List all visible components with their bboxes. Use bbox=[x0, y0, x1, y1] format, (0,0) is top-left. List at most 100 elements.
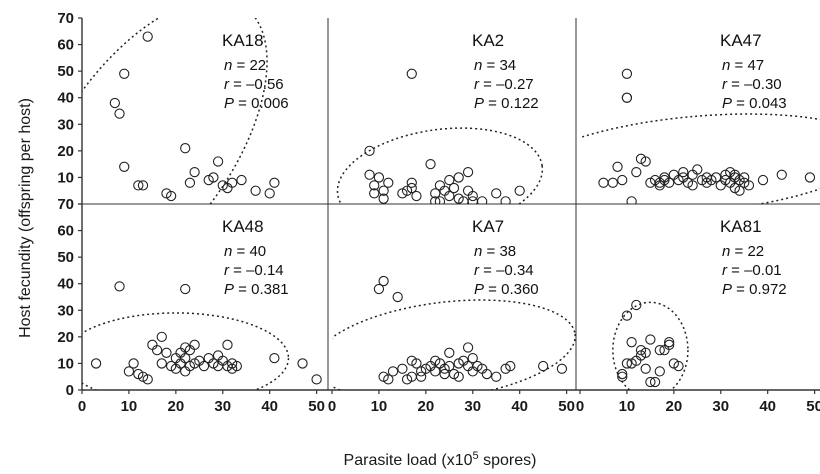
data-point bbox=[406, 68, 417, 79]
data-point bbox=[373, 172, 385, 183]
data-point bbox=[212, 156, 224, 167]
x-axis-title: Parasite load (x105 spores) bbox=[344, 450, 537, 469]
data-point bbox=[411, 358, 422, 369]
data-point bbox=[430, 188, 441, 199]
data-point bbox=[236, 174, 247, 186]
data-point bbox=[416, 371, 427, 382]
data-point bbox=[222, 339, 233, 350]
data-point bbox=[617, 371, 628, 382]
data-point bbox=[505, 360, 516, 372]
y-tick-label: 70 bbox=[57, 196, 74, 213]
data-point bbox=[269, 352, 280, 364]
data-point bbox=[664, 339, 675, 350]
data-point bbox=[467, 352, 478, 364]
data-point bbox=[444, 174, 455, 186]
data-point bbox=[180, 143, 191, 154]
data-point bbox=[621, 358, 633, 369]
data-point bbox=[387, 366, 399, 377]
data-point bbox=[369, 180, 380, 191]
panel-ka2: KA2 n = 34 r = –0.27 P = 0.122 bbox=[336, 31, 544, 204]
data-point bbox=[156, 331, 167, 343]
confidence-ellipse bbox=[332, 299, 576, 390]
data-point bbox=[743, 180, 755, 191]
x-tick-label: 10 bbox=[371, 398, 388, 415]
panel-stat-p: P = 0.381 bbox=[224, 281, 289, 298]
data-point bbox=[406, 177, 417, 188]
y-tick-label: 10 bbox=[57, 169, 74, 186]
panel-ka7: KA7 n = 38 r = –0.34 P = 0.360 bbox=[332, 217, 576, 390]
data-point bbox=[231, 360, 242, 372]
y-tick-label: 30 bbox=[57, 116, 74, 133]
data-point bbox=[538, 360, 549, 372]
data-point bbox=[392, 291, 403, 303]
data-point bbox=[297, 358, 308, 369]
data-point bbox=[373, 283, 385, 295]
data-point bbox=[114, 108, 125, 119]
x-tick-label: 20 bbox=[666, 398, 683, 415]
x-tick-label: 30 bbox=[712, 398, 729, 415]
data-point bbox=[189, 339, 200, 350]
data-point bbox=[500, 196, 511, 204]
data-point bbox=[397, 363, 408, 374]
y-tick-label: 20 bbox=[57, 329, 74, 346]
data-point bbox=[491, 188, 502, 199]
confidence-ellipse bbox=[82, 312, 290, 390]
data-point bbox=[453, 172, 464, 183]
data-point bbox=[617, 174, 628, 186]
data-point bbox=[378, 185, 389, 196]
x-tick-label: 10 bbox=[121, 398, 138, 415]
x-tick-label: 50 bbox=[806, 398, 820, 415]
x-tick-label: 20 bbox=[418, 398, 435, 415]
data-point bbox=[481, 368, 492, 380]
data-point bbox=[109, 97, 120, 109]
confidence-ellipse bbox=[336, 127, 544, 204]
panel-plot-area bbox=[332, 275, 576, 390]
panels-layer: 10 20 30 40 50 60 70 0 10 20 30 40 50 60 70 0 10 20 30 40 50… bbox=[57, 10, 820, 415]
data-point bbox=[477, 196, 488, 204]
panel-label: KA81 bbox=[720, 217, 762, 236]
data-point bbox=[430, 196, 441, 204]
data-point bbox=[411, 190, 422, 202]
y-tick-label: 10 bbox=[57, 355, 74, 372]
panel-stat-n: n = 38 bbox=[474, 243, 516, 260]
data-point bbox=[406, 182, 417, 194]
data-point bbox=[383, 177, 394, 188]
data-point bbox=[151, 344, 163, 356]
data-point bbox=[142, 374, 153, 385]
data-point bbox=[645, 334, 656, 345]
data-point bbox=[640, 363, 651, 374]
data-point bbox=[556, 363, 568, 374]
data-point bbox=[607, 177, 618, 188]
panel-stat-p: P = 0.122 bbox=[474, 95, 539, 112]
panel-stat-n: n = 47 bbox=[722, 57, 764, 74]
panel-stat-r: r = –0.30 bbox=[722, 76, 782, 93]
y-tick-label: 20 bbox=[57, 143, 74, 160]
data-point bbox=[123, 366, 135, 377]
data-point bbox=[734, 185, 745, 196]
x-axis-title-prefix: Parasite load (x10 bbox=[344, 452, 473, 469]
data-point bbox=[444, 347, 455, 358]
panel-ka48: KA48 n = 40 r = –0.14 P = 0.381 bbox=[82, 217, 322, 390]
x-tick-label: 30 bbox=[464, 398, 481, 415]
panel-label: KA2 bbox=[472, 31, 504, 50]
data-point bbox=[269, 177, 280, 188]
data-point bbox=[467, 196, 478, 204]
panel-ka18: KA18 n = 22 r = –0.56 P = 0.006 bbox=[82, 18, 289, 204]
panel-stat-r: r = –0.34 bbox=[474, 262, 534, 279]
data-point bbox=[710, 172, 722, 183]
x-tick-label: 0 bbox=[78, 398, 86, 415]
data-point bbox=[626, 337, 637, 348]
data-point bbox=[161, 347, 172, 358]
data-point bbox=[617, 368, 628, 380]
data-point bbox=[664, 337, 675, 348]
y-tick-label: 40 bbox=[57, 276, 74, 293]
data-point bbox=[467, 190, 478, 202]
y-tick-label: 30 bbox=[57, 302, 74, 319]
data-point bbox=[430, 366, 441, 377]
panel-label: KA48 bbox=[222, 217, 264, 236]
y-tick-label: 40 bbox=[57, 90, 74, 107]
data-point bbox=[757, 174, 769, 186]
confidence-ellipse bbox=[580, 113, 820, 204]
data-point bbox=[250, 185, 261, 196]
